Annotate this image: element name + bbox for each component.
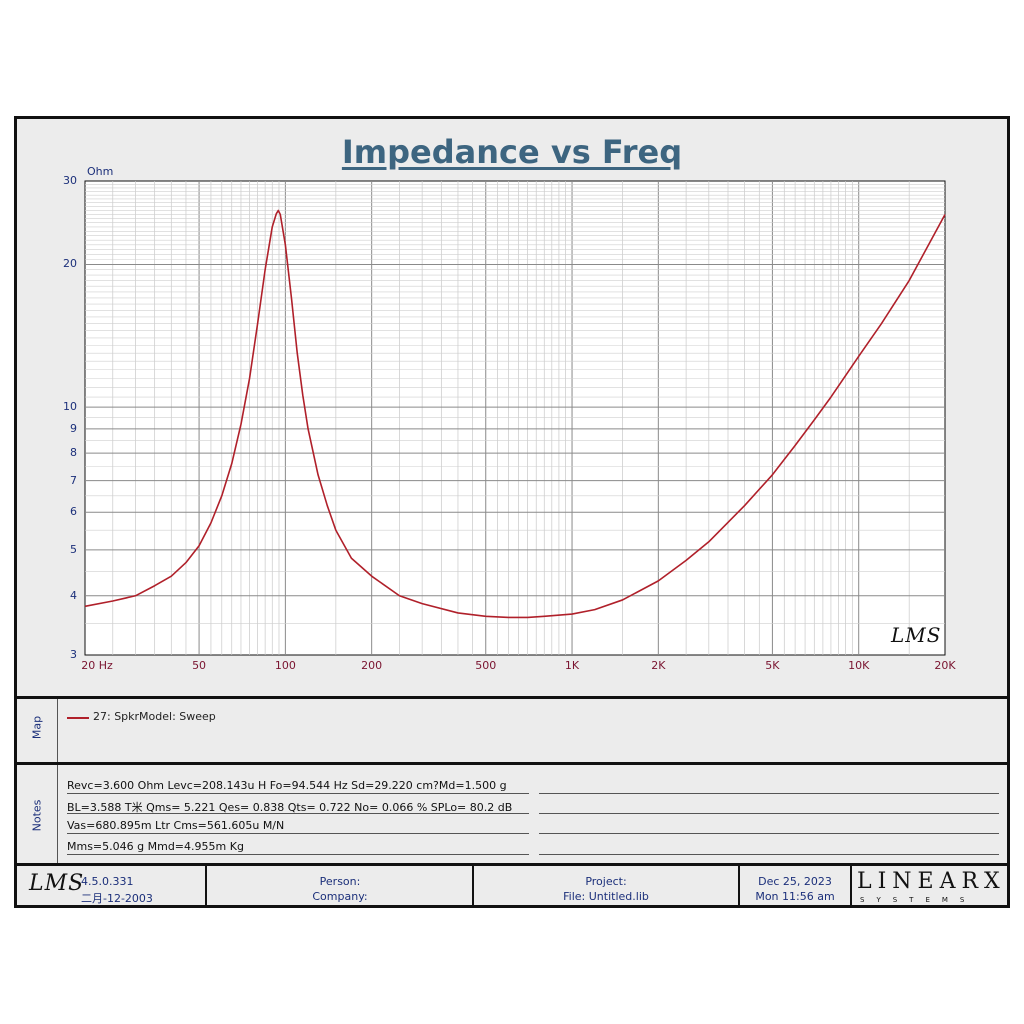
footer-date: Dec 25, 2023 bbox=[758, 875, 832, 888]
legend-entry: 27: SpkrModel: Sweep bbox=[93, 710, 216, 723]
x-tick-label: 200 bbox=[361, 659, 383, 672]
y-tick-label: 5 bbox=[70, 542, 77, 556]
footer-company: Company: bbox=[312, 890, 368, 903]
note-rule bbox=[67, 833, 529, 834]
note-line-1: Revc=3.600 Ohm Levc=208.143u H Fo=94.544… bbox=[67, 779, 507, 792]
note-rule bbox=[67, 813, 529, 814]
note-rule bbox=[539, 854, 999, 855]
note-line-4: Mms=5.046 g Mmd=4.955m Kg bbox=[67, 840, 244, 853]
footer-divider bbox=[850, 866, 852, 905]
x-tick-label: 2K bbox=[651, 659, 666, 672]
footer-version-date: 二月-12-2003 bbox=[81, 892, 153, 905]
x-tick-label: 50 bbox=[192, 659, 207, 672]
chart-title: Impedance vs Freq bbox=[341, 133, 683, 171]
y-tick-label: 10 bbox=[63, 400, 77, 414]
legend-swatch bbox=[67, 717, 89, 719]
y-tick-label: 4 bbox=[70, 588, 77, 602]
y-tick-label: 7 bbox=[70, 473, 77, 487]
map-label-divider bbox=[57, 699, 58, 762]
x-tick-label: 10K bbox=[848, 659, 870, 672]
footer-lms-logo: LMS bbox=[29, 871, 85, 896]
notes-section-label: Notes bbox=[30, 799, 44, 832]
x-tick-label: 5K bbox=[765, 659, 780, 672]
note-rule bbox=[67, 793, 529, 794]
y-tick-label: 30 bbox=[63, 174, 77, 187]
footer-divider bbox=[205, 866, 207, 905]
divider-notes-footer bbox=[17, 863, 1007, 866]
plot-lms-annotation: LMS bbox=[891, 623, 942, 647]
footer-divider bbox=[738, 866, 740, 905]
note-line-2: BL=3.588 T米 Qms= 5.221 Qes= 0.838 Qts= 0… bbox=[67, 801, 513, 814]
impedance-plot bbox=[84, 180, 946, 656]
y-axis-unit: Ohm bbox=[87, 165, 114, 178]
note-rule bbox=[67, 854, 529, 855]
note-line-3: Vas=680.895m Ltr Cms=561.605u M/N bbox=[67, 819, 285, 832]
footer-project: Project: bbox=[585, 875, 627, 888]
linearx-systems: SYSTEMS bbox=[860, 896, 977, 904]
footer-divider bbox=[472, 866, 474, 905]
divider-map-notes bbox=[17, 762, 1007, 765]
x-tick-label: 1K bbox=[564, 659, 580, 672]
report-frame: Impedance vs Freq Ohm 30 20 10 9 8 7 6 5 4 3 20 H… bbox=[14, 116, 1010, 908]
map-section-label: Map bbox=[30, 715, 44, 740]
footer-time: Mon 11:56 am bbox=[755, 890, 835, 903]
y-tick-label: 9 bbox=[70, 421, 77, 435]
series-line-0 bbox=[84, 209, 946, 619]
note-rule bbox=[539, 813, 999, 814]
divider-plot-map bbox=[17, 696, 1007, 699]
plot-grid bbox=[85, 181, 945, 655]
note-rule bbox=[539, 793, 999, 794]
notes-label-divider bbox=[57, 765, 58, 863]
x-tick-label: 20K bbox=[934, 659, 956, 672]
y-tick-label: 6 bbox=[70, 505, 77, 519]
x-tick-label: 20 Hz bbox=[81, 659, 113, 672]
x-tick-label: 100 bbox=[274, 659, 296, 672]
y-tick-label: 3 bbox=[70, 648, 77, 661]
x-tick-label: 500 bbox=[475, 659, 497, 672]
footer-file: File: Untitled.lib bbox=[563, 890, 649, 903]
y-tick-label: 8 bbox=[70, 446, 77, 460]
plot-series bbox=[84, 209, 946, 619]
note-rule bbox=[539, 833, 999, 834]
linearx-logo: LINEARX bbox=[857, 869, 1006, 894]
y-tick-label: 20 bbox=[63, 257, 77, 271]
footer-person: Person: bbox=[319, 875, 361, 888]
footer-version: 4.5.0.331 bbox=[81, 875, 134, 888]
